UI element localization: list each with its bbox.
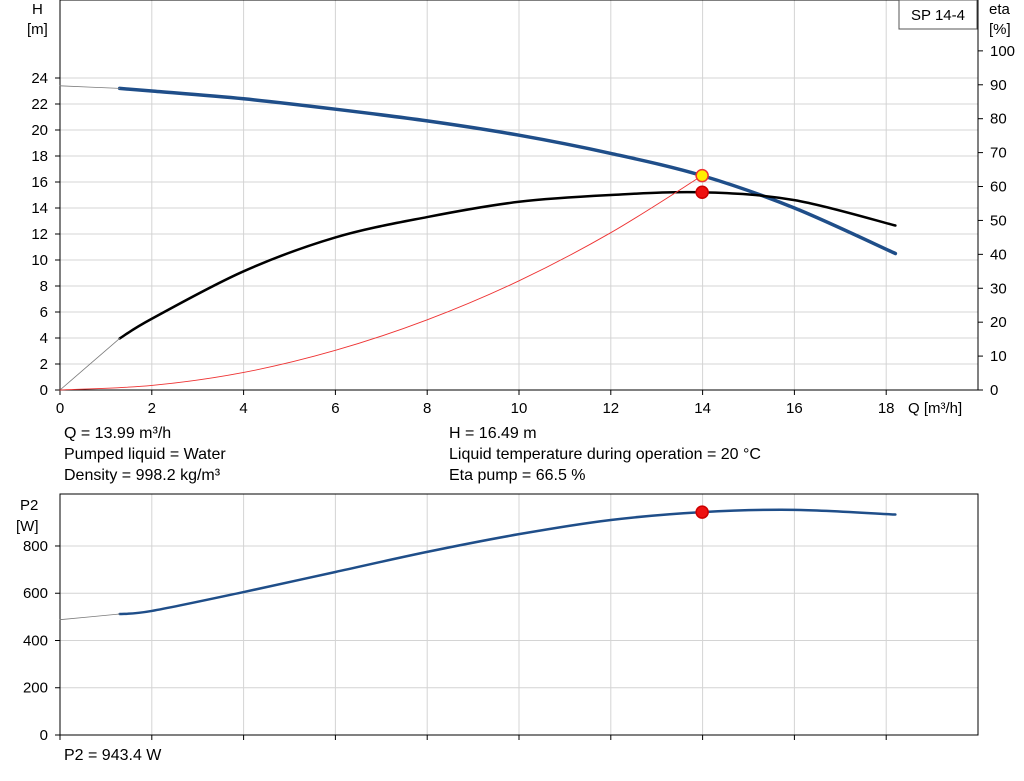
p0-y-tick-label: 8 (40, 278, 48, 295)
p0-y-tick-label: 6 (40, 304, 48, 321)
p1-y-tick-label: 800 (23, 538, 48, 555)
info-head: H = 16.49 m (449, 425, 537, 442)
p0-y2-tick-label: 70 (990, 145, 1007, 162)
p0-y-axis-unit: [m] (27, 21, 48, 38)
p0-y-tick-label: 18 (31, 148, 48, 165)
legend-box (898, 0, 978, 30)
p0-operating-point-marker-0 (695, 168, 709, 183)
p0-x-tick-label: 8 (423, 400, 431, 417)
p0-x-tick-label: 18 (878, 400, 895, 417)
p1-y-tick-label: 400 (23, 632, 48, 649)
p0-y2-tick-label: 30 (990, 280, 1007, 297)
p0-y-tick-label: 12 (31, 226, 48, 243)
p0-y-tick-label: 2 (40, 356, 48, 373)
p1-y-tick-label: 600 (23, 585, 48, 602)
p0-y2-tick-label: 60 (990, 179, 1007, 196)
p0-y-axis-label: H (32, 1, 43, 18)
p0-operating-point-marker-1 (695, 185, 709, 200)
p1-y-tick-label: 0 (40, 727, 48, 744)
p0-y-tick-label: 4 (40, 330, 48, 347)
p0-y-tick-label: 0 (40, 382, 48, 399)
p0-series-line-1 (59, 85, 121, 89)
info-power: P2 = 943.4 W (64, 747, 162, 764)
p0-y2-axis-label: eta (989, 1, 1011, 18)
p0-y2-tick-label: 50 (990, 212, 1007, 229)
p0-y2-tick-label: 90 (990, 77, 1007, 94)
p0-y-tick-label: 20 (31, 122, 48, 139)
p0-y2-tick-label: 80 (990, 111, 1007, 128)
p0-y2-tick-label: 100 (990, 43, 1015, 60)
p0-y-tick-label: 14 (31, 200, 48, 217)
p0-y-tick-label: 16 (31, 174, 48, 191)
p0-y-tick-label: 10 (31, 252, 48, 269)
p0-y2-tick-label: 40 (990, 246, 1007, 263)
p1-series-line-0 (118, 508, 897, 616)
p0-x-tick-label: 4 (239, 400, 247, 417)
p0-x-tick-label: 14 (694, 400, 711, 417)
p0-y-tick-label: 22 (31, 96, 48, 113)
p0-x-axis-label: Q [m³/h] (908, 400, 962, 417)
p0-x-tick-label: 2 (148, 400, 156, 417)
info-density: Density = 998.2 kg/m³ (64, 467, 221, 484)
p0-y-tick-label: 24 (31, 70, 48, 87)
info-temperature: Liquid temperature during operation = 20… (449, 446, 761, 463)
p1-series-line-1 (59, 613, 121, 621)
p0-x-tick-label: 12 (602, 400, 619, 417)
p0-y2-tick-label: 10 (990, 348, 1007, 365)
p1-operating-point-marker-0 (695, 505, 709, 519)
p0-series-line-3 (59, 338, 121, 391)
p1-y-tick-label: 200 (23, 680, 48, 697)
p1-y-axis-unit: [W] (16, 518, 39, 535)
p0-series-line-2 (118, 190, 897, 340)
info-eta: Eta pump = 66.5 % (449, 467, 586, 484)
info-liquid: Pumped liquid = Water (64, 446, 226, 463)
p0-series-line-0 (117, 86, 898, 256)
legend-label: SP 14-4 (911, 7, 965, 24)
p1-y-axis-label: P2 (20, 497, 38, 514)
p0-y2-tick-label: 20 (990, 314, 1007, 331)
p0-series-line-4 (59, 175, 703, 391)
p0-y2-axis-unit: [%] (989, 21, 1011, 38)
p0-x-tick-label: 16 (786, 400, 803, 417)
p0-x-tick-label: 10 (511, 400, 528, 417)
p0-x-tick-label: 0 (56, 400, 64, 417)
info-flow: Q = 13.99 m³/h (64, 425, 172, 442)
p0-y2-tick-label: 0 (990, 382, 998, 399)
p0-x-tick-label: 6 (331, 400, 339, 417)
